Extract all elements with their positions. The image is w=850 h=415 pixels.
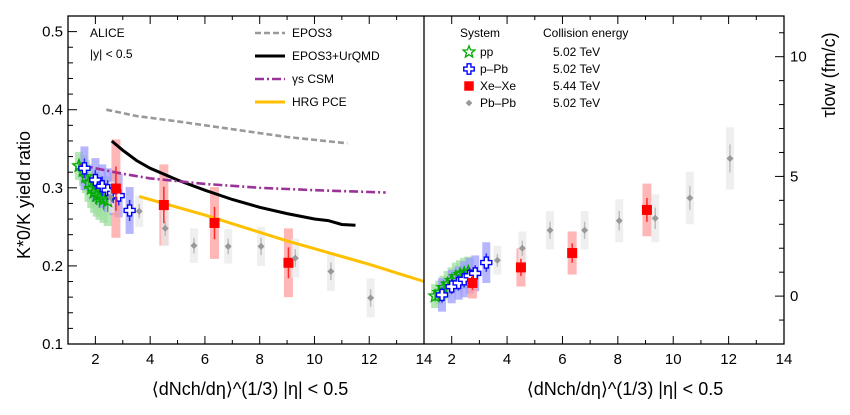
right-x-tick-label: 8 — [614, 351, 622, 368]
right-xexe-point — [515, 262, 526, 273]
legend-xexe-energy: 5.44 TeV — [553, 79, 600, 93]
left-x-tick-label: 14 — [416, 351, 433, 368]
left-ppb-point — [112, 189, 125, 202]
left-x-tick-label: 12 — [361, 351, 378, 368]
right-x-tick-label: 12 — [720, 351, 737, 368]
legend-pp-energy: 5.02 TeV — [553, 45, 600, 59]
legend-xexe-label: Xe–Xe — [480, 79, 516, 93]
plot-frame — [67, 15, 785, 345]
right-xexe-point — [467, 277, 478, 288]
model-hrg-pce-curve — [138, 194, 425, 283]
left-y-tick-label: 0.4 — [42, 102, 63, 119]
left-xexe-point — [158, 199, 169, 210]
axes-layer: 2 4 6 8 10 12 14 2 4 6 8 10 12 14 0.1 0.2 0.3 0.4 0.5 0 5 10 — [42, 15, 807, 368]
left-xexe-point — [110, 183, 121, 194]
left-pbpb-point — [367, 294, 375, 302]
legend-pbpb-marker — [465, 99, 473, 107]
legend-epos3-label: EPOS3 — [292, 26, 332, 40]
legend-header-energy: Collision energy — [543, 26, 628, 40]
left-pbpb-point — [327, 267, 335, 275]
left-pp-point — [77, 168, 94, 184]
right-x-tick-label: 4 — [503, 351, 511, 368]
legend-ppb-marker — [463, 63, 475, 75]
left-y-axis-title: K*0/K yield ratio — [14, 131, 34, 259]
right-pbpb-point — [615, 217, 623, 225]
right-x-axis-title: ⟨dNch/dη⟩^(1/3) |η| < 0.5 — [527, 379, 723, 399]
legend-pbpb-label: Pb–Pb — [480, 96, 516, 110]
legend-pp-label: pp — [480, 45, 494, 59]
left-y-tick-label: 0.3 — [42, 180, 63, 197]
left-pbpb-point — [135, 207, 143, 215]
right-x-tick-label: 6 — [558, 351, 566, 368]
right-pbpb-point — [546, 226, 554, 234]
right-y-tick-label: 0 — [790, 288, 798, 305]
right-x-tick-label: 14 — [776, 351, 793, 368]
right-xexe-point — [641, 204, 652, 215]
left-pbpb-point — [224, 242, 232, 250]
model-curves-layer — [78, 108, 425, 283]
right-pbpb-point — [581, 226, 589, 234]
right-pbpb-point — [493, 256, 501, 264]
left-x-tick-label: 8 — [256, 351, 264, 368]
left-pbpb-point — [190, 242, 198, 250]
model-epos3-urqmd-curve — [110, 139, 356, 227]
right-pbpb-point — [651, 214, 659, 222]
legend-header-system: System — [460, 26, 500, 40]
right-x-tick-label: 2 — [448, 351, 456, 368]
model--s-csm-curve — [78, 163, 386, 194]
legend-pp-marker — [461, 44, 477, 59]
collaboration-label: ALICE — [90, 26, 125, 40]
left-pbpb-point — [106, 193, 114, 201]
legend-layer: EPOS3 EPOS3+UrQMD γs CSM HRG PCE pp 5.02 TeV p… — [255, 26, 600, 110]
left-x-tick-label: 6 — [201, 351, 209, 368]
legend-hrg-pce-label: HRG PCE — [292, 95, 347, 109]
left-xexe-point — [209, 217, 220, 228]
uncertainty-boxes-layer — [74, 127, 734, 318]
left-x-tick-label: 2 — [91, 351, 99, 368]
left-xexe-point — [283, 257, 294, 268]
legend-ppb-label: p–Pb — [480, 62, 508, 76]
right-pbpb-point — [518, 244, 526, 252]
left-ppb-point — [78, 162, 91, 175]
legend-ppb-energy: 5.02 TeV — [553, 62, 600, 76]
legend--s-csm-label: γs CSM — [292, 72, 334, 86]
rapidity-label: |y| < 0.5 — [90, 47, 133, 61]
right-y-tick-label: 5 — [790, 168, 798, 185]
model-epos3-curve — [106, 108, 348, 145]
left-x-axis-title: ⟨dNch/dη⟩^(1/3) |η| < 0.5 — [152, 379, 348, 399]
left-x-tick-label: 10 — [306, 351, 323, 368]
right-x-tick-label: 10 — [665, 351, 682, 368]
right-ppb-point — [435, 288, 449, 302]
left-y-tick-label: 0.5 — [42, 24, 63, 41]
right-pbpb-point — [726, 154, 734, 162]
right-y-tick-label: 10 — [790, 49, 807, 66]
left-y-tick-label: 0.1 — [42, 336, 63, 353]
left-y-tick-label: 0.2 — [42, 258, 63, 275]
right-xexe-point — [567, 248, 578, 259]
data-points-layer — [71, 144, 734, 307]
left-ppb-point — [123, 204, 136, 217]
legend-epos3-urqmd-label: EPOS3+UrQMD — [292, 49, 380, 63]
left-x-tick-label: 4 — [146, 351, 154, 368]
left-pbpb-point — [291, 254, 299, 262]
right-y-axis-title: τlow (fm/c) — [819, 32, 839, 117]
left-pbpb-point — [257, 242, 265, 250]
legend-pbpb-energy: 5.02 TeV — [553, 96, 600, 110]
legend-xexe-marker — [464, 81, 474, 91]
right-ppb-point — [480, 256, 493, 269]
right-pbpb-point — [686, 194, 694, 202]
left-pbpb-point — [161, 224, 169, 232]
